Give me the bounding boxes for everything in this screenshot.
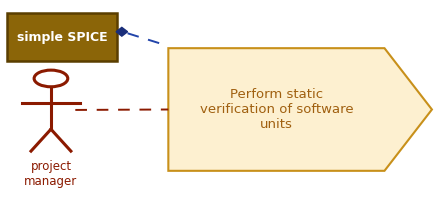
Polygon shape [168,48,432,171]
Text: simple SPICE: simple SPICE [17,31,107,44]
Text: project
manager: project manager [24,160,78,188]
Text: Perform static
verification of software
units: Perform static verification of software … [200,88,353,131]
Polygon shape [116,27,128,36]
FancyBboxPatch shape [7,13,117,61]
